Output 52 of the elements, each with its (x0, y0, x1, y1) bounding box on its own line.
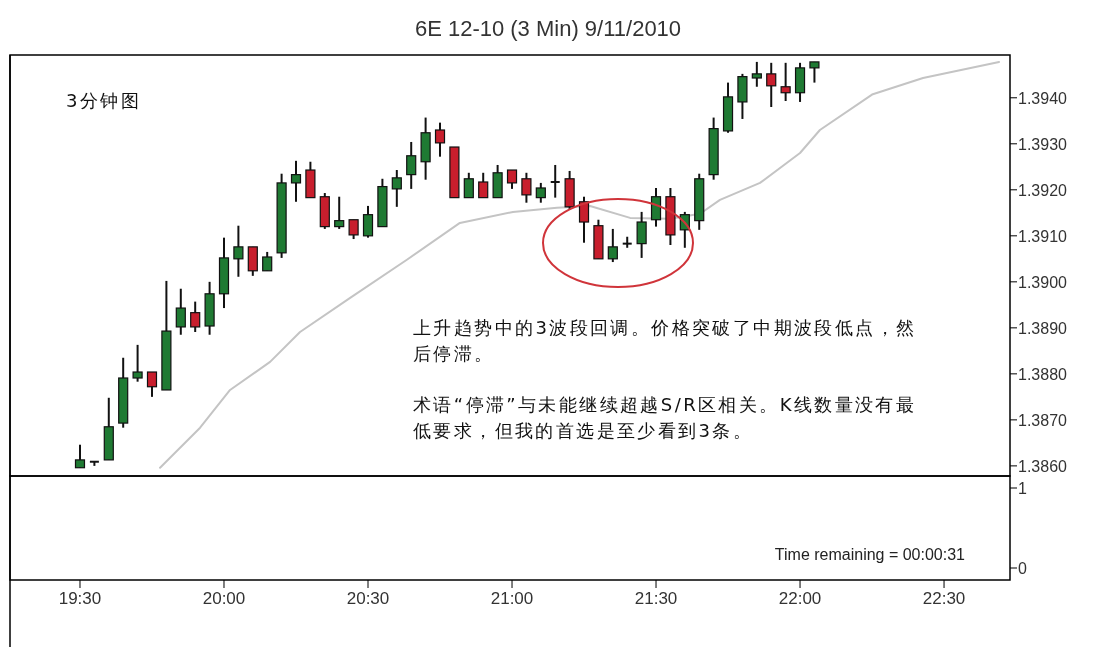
annotation: 上升趋势中的3波段回调。价格突破了中期波段低点，然后停滞。 (413, 316, 918, 366)
y-tick-label: 0 (1018, 560, 1027, 577)
y-tick-label: 1 (1018, 480, 1027, 497)
candlestick (636, 210, 647, 259)
y-tick-label: 1.3860 (1018, 457, 1068, 475)
y-tick-label: 1.3880 (1018, 365, 1068, 383)
candlestick (535, 181, 546, 204)
candlestick (262, 250, 273, 272)
y-tick-label: 1.3930 (1018, 135, 1068, 153)
candlestick (521, 171, 532, 204)
candlestick (348, 218, 359, 241)
candlestick (434, 121, 446, 158)
x-tick-label: 22:00 (778, 589, 822, 608)
candlestick (146, 371, 158, 398)
x-tick-label: 20:30 (346, 589, 390, 608)
candlestick (132, 343, 143, 383)
x-tick-label: 19:30 (58, 589, 102, 608)
candlestick (766, 61, 777, 108)
y-tick-label: 1.3900 (1018, 273, 1068, 291)
candlestick (190, 300, 201, 333)
x-tick-label: 21:00 (490, 589, 534, 608)
candlestick (506, 169, 518, 190)
candlestick (607, 227, 618, 264)
candlestick (751, 60, 762, 88)
candlestick (406, 140, 417, 190)
candlestick (247, 245, 258, 277)
candlestick (463, 171, 474, 199)
candlestick (780, 61, 791, 103)
candlestick (549, 163, 561, 199)
x-tick-label: 21:30 (634, 589, 678, 608)
candlestick (578, 195, 590, 244)
y-tick-label: 1.3870 (1018, 411, 1068, 429)
candlestick (334, 195, 345, 230)
candlestick (233, 224, 244, 278)
candlestick (290, 159, 302, 203)
y-tick-label: 1.3940 (1018, 89, 1068, 107)
x-tick-label: 20:00 (202, 589, 246, 608)
candlestick (809, 60, 820, 84)
x-tick-label: 22:30 (922, 589, 966, 608)
candlestick (175, 287, 186, 336)
annotation: 3分钟图 (66, 89, 143, 113)
y-tick-label: 1.3920 (1018, 181, 1068, 199)
annotation: 术语“停滞”与未能继续超越S/R区相关。K线数量没有最低要求，但我的首选是至少看到3条。 (413, 393, 918, 443)
y-tick-label: 1.3910 (1018, 227, 1068, 245)
y-tick-label: 1.3890 (1018, 319, 1068, 337)
candlestick (391, 169, 402, 208)
candlestick (362, 204, 374, 239)
annotation: Time remaining = 00:00:31 (774, 546, 966, 563)
candlestick (478, 171, 489, 199)
chart-title: 6E 12-10 (3 Min) 9/11/2010 (414, 16, 682, 41)
candlestick (74, 443, 86, 469)
line-series (159, 60, 1001, 469)
